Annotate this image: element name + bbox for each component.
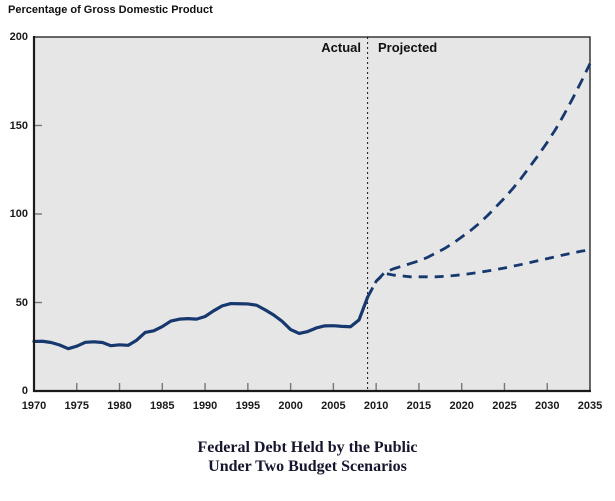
- y-axis-tick-label: 200: [9, 31, 28, 43]
- x-axis-tick-label: 2020: [449, 400, 474, 412]
- actual-line: [32, 295, 370, 351]
- plot-background: [33, 36, 591, 392]
- x-axis-tick-label: 1995: [235, 400, 261, 412]
- y-axis-tick-label: 100: [9, 208, 28, 220]
- x-axis-tick-label: 2030: [534, 400, 560, 412]
- x-axis-tick-label: 1990: [192, 400, 218, 412]
- x-axis-tick-label: 1970: [21, 400, 47, 412]
- projected-zone-label: Projected: [378, 40, 438, 55]
- chart-title-line1: Federal Debt Held by the Public: [197, 439, 418, 456]
- x-axis-tick-label: 2010: [363, 400, 389, 412]
- y-axis-title: Percentage of Gross Domestic Product: [8, 4, 213, 16]
- x-axis-tick-label: 2035: [577, 400, 603, 412]
- x-axis-tick-label: 1975: [64, 400, 90, 412]
- y-axis-tick-label: 150: [9, 119, 28, 132]
- x-axis-tick-label: 1985: [150, 400, 175, 412]
- y-axis-tick-label: 0: [21, 385, 28, 397]
- x-axis-tick-label: 2000: [278, 400, 303, 412]
- chart-title-line2: Under Two Budget Scenarios: [208, 458, 407, 475]
- x-axis-tick-label: 1980: [107, 400, 132, 412]
- x-axis-tick-label: 2015: [406, 400, 432, 412]
- projected-lower-line: [366, 248, 591, 298]
- projected-upper-line: [366, 62, 592, 298]
- x-axis-tick-label: 2005: [321, 400, 346, 412]
- actual-zone-label: Actual: [321, 40, 361, 55]
- y-axis-tick-label: 50: [15, 296, 28, 309]
- x-axis-tick-label: 2025: [492, 400, 517, 412]
